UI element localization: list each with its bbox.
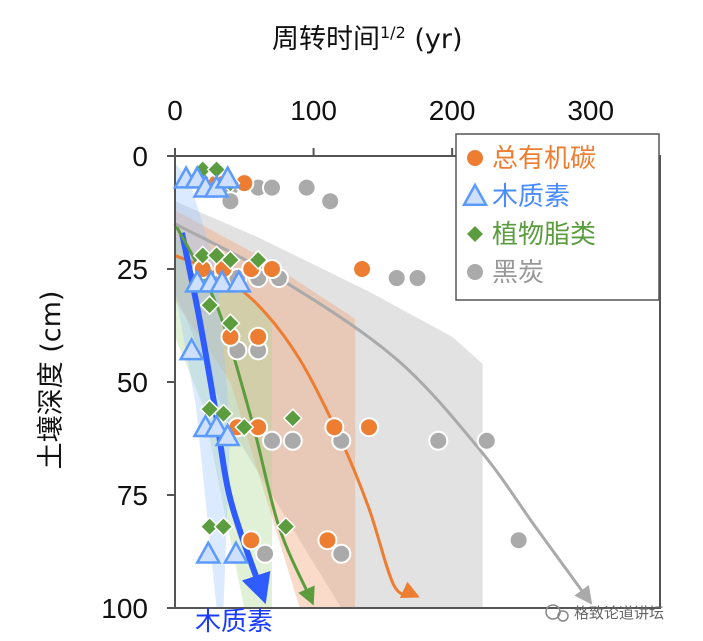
- confidence-band-1: [175, 210, 356, 608]
- y-axis-label: 土壤深度 (cm): [36, 291, 67, 470]
- data-point-circle: [324, 417, 345, 438]
- data-point-circle: [476, 430, 497, 451]
- watermark-icon-2: [557, 610, 569, 622]
- data-point-triangle: [214, 422, 241, 447]
- bottom-annotation-lignin: 木质素: [195, 607, 273, 637]
- data-point-circle: [241, 530, 262, 551]
- data-point-circle: [331, 543, 352, 564]
- data-point-diamond: [199, 516, 220, 537]
- data-point-circle: [262, 177, 282, 198]
- data-point-triangle: [225, 268, 252, 293]
- data-point-circle: [296, 177, 317, 198]
- y-tick-label: 50: [117, 367, 148, 398]
- x-tick-label: 300: [567, 95, 614, 126]
- x-tick-label: 100: [290, 95, 337, 126]
- data-point-diamond: [199, 295, 220, 316]
- y-tick-label: 75: [117, 480, 148, 511]
- data-point-circle: [262, 259, 282, 279]
- legend-label-3: 黑炭: [492, 258, 544, 288]
- data-point-circle: [508, 530, 529, 551]
- data-point-diamond: [275, 516, 296, 537]
- data-point-circle: [320, 191, 341, 212]
- data-point-diamond: [234, 417, 255, 438]
- data-point-diamond: [282, 408, 303, 429]
- data-point-circle: [262, 430, 282, 451]
- data-point-circle: [248, 326, 269, 347]
- data-point-circle: [428, 430, 449, 451]
- data-point-circle: [407, 268, 428, 289]
- data-point-diamond: [199, 399, 220, 420]
- axes: 0 100 200 300 0 25 50 75 100: [101, 95, 614, 624]
- legend-marker-3: [465, 262, 485, 282]
- x-tick-label: 0: [167, 95, 183, 126]
- y-tick-label: 100: [101, 593, 148, 624]
- data-point-circle: [255, 543, 276, 564]
- data-point-diamond: [248, 249, 269, 271]
- legend-box: [455, 133, 660, 301]
- confidence-band-0: [175, 201, 483, 608]
- y-tick-label: 0: [132, 141, 148, 172]
- legend-marker-2: [464, 223, 486, 245]
- legend-label-0: 总有机碳: [492, 144, 596, 174]
- data-point-circle: [359, 417, 379, 438]
- data-point-triangle: [214, 165, 241, 189]
- watermark-text: 格致论道讲坛: [574, 604, 664, 622]
- data-point-diamond: [220, 313, 241, 334]
- data-points: [172, 159, 529, 564]
- legend-label-1: 木质素: [492, 182, 570, 212]
- data-point-triangle: [203, 413, 230, 438]
- data-point-triangle: [178, 336, 205, 361]
- chart-title: 周转时间1/2 (yr): [272, 23, 462, 55]
- data-point-circle: [282, 430, 303, 451]
- watermark: 格致论道讲坛: [545, 604, 664, 622]
- y-tick-label: 25: [117, 254, 148, 285]
- x-tick-label: 200: [429, 95, 476, 126]
- legend-label-2: 植物脂类: [492, 220, 596, 250]
- data-point-triangle: [195, 540, 222, 564]
- data-point-circle: [386, 268, 407, 289]
- data-point-diamond: [220, 249, 241, 271]
- data-point-triangle: [222, 540, 250, 564]
- data-point-circle: [352, 259, 373, 279]
- data-point-diamond: [192, 245, 213, 266]
- legend-marker-0: [465, 148, 485, 168]
- data-point-circle: [317, 530, 338, 551]
- data-point-triangle: [208, 268, 236, 293]
- legend-marker-1: [461, 182, 489, 207]
- data-point-diamond: [213, 516, 234, 537]
